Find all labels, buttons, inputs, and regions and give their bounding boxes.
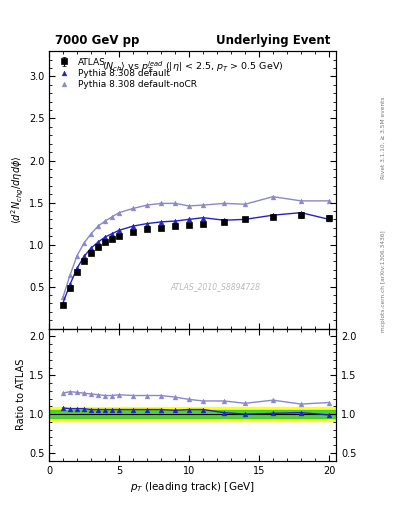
Pythia 8.308 default-noCR [61, 294, 66, 300]
Pythia 8.308 default-noCR [271, 194, 275, 200]
Pythia 8.308 default [61, 300, 66, 306]
Text: $\langle N_{ch}\rangle$ vs $p_T^{lead}$ ($|\eta|$ < 2.5, $p_T$ > 0.5 GeV): $\langle N_{ch}\rangle$ vs $p_T^{lead}$ … [102, 59, 283, 75]
Pythia 8.308 default [271, 212, 275, 218]
Pythia 8.308 default [145, 221, 149, 227]
Pythia 8.308 default [173, 218, 177, 224]
Pythia 8.308 default-noCR [110, 214, 114, 220]
Pythia 8.308 default [327, 216, 331, 222]
Pythia 8.308 default-noCR [103, 218, 107, 224]
Pythia 8.308 default-noCR [299, 198, 303, 204]
Pythia 8.308 default-noCR [68, 272, 72, 278]
Bar [49, 407, 336, 421]
Text: 7000 GeV pp: 7000 GeV pp [55, 34, 139, 47]
Pythia 8.308 default [243, 216, 248, 222]
Bar [49, 410, 336, 418]
Pythia 8.308 default-noCR [89, 230, 94, 237]
Text: Rivet 3.1.10, ≥ 3.5M events: Rivet 3.1.10, ≥ 3.5M events [381, 97, 386, 180]
Line: Pythia 8.308 default: Pythia 8.308 default [61, 210, 331, 305]
Pythia 8.308 default-noCR [327, 198, 331, 204]
Y-axis label: $\langle d^2 N_{chg}/d\eta d\phi \rangle$: $\langle d^2 N_{chg}/d\eta d\phi \rangle… [10, 156, 26, 224]
Pythia 8.308 default [159, 219, 163, 225]
Pythia 8.308 default [222, 217, 226, 223]
Pythia 8.308 default [96, 239, 101, 245]
X-axis label: $p_T$ (leading track) [GeV]: $p_T$ (leading track) [GeV] [130, 480, 255, 494]
Pythia 8.308 default-noCR [82, 240, 86, 246]
Pythia 8.308 default [187, 216, 191, 222]
Pythia 8.308 default [117, 227, 121, 233]
Pythia 8.308 default-noCR [117, 209, 121, 216]
Pythia 8.308 default-noCR [173, 200, 177, 206]
Pythia 8.308 default-noCR [201, 202, 206, 208]
Legend: ATLAS, Pythia 8.308 default, Pythia 8.308 default-noCR: ATLAS, Pythia 8.308 default, Pythia 8.30… [53, 56, 199, 91]
Pythia 8.308 default [110, 230, 114, 237]
Pythia 8.308 default [89, 245, 94, 251]
Pythia 8.308 default [131, 223, 136, 229]
Pythia 8.308 default-noCR [243, 201, 248, 207]
Pythia 8.308 default-noCR [222, 200, 226, 206]
Text: ATLAS_2010_S8894728: ATLAS_2010_S8894728 [171, 283, 261, 291]
Pythia 8.308 default-noCR [96, 223, 101, 229]
Pythia 8.308 default [201, 215, 206, 221]
Pythia 8.308 default-noCR [159, 200, 163, 206]
Y-axis label: Ratio to ATLAS: Ratio to ATLAS [16, 359, 26, 431]
Pythia 8.308 default-noCR [145, 202, 149, 208]
Pythia 8.308 default [82, 253, 86, 260]
Text: mcplots.cern.ch [arXiv:1306.3436]: mcplots.cern.ch [arXiv:1306.3436] [381, 231, 386, 332]
Pythia 8.308 default [68, 281, 72, 287]
Pythia 8.308 default [75, 265, 79, 271]
Pythia 8.308 default [299, 209, 303, 216]
Pythia 8.308 default-noCR [75, 252, 79, 259]
Pythia 8.308 default-noCR [187, 203, 191, 209]
Pythia 8.308 default-noCR [131, 205, 136, 211]
Pythia 8.308 default [103, 234, 107, 240]
Text: Underlying Event: Underlying Event [216, 34, 330, 47]
Line: Pythia 8.308 default-noCR: Pythia 8.308 default-noCR [61, 194, 331, 299]
